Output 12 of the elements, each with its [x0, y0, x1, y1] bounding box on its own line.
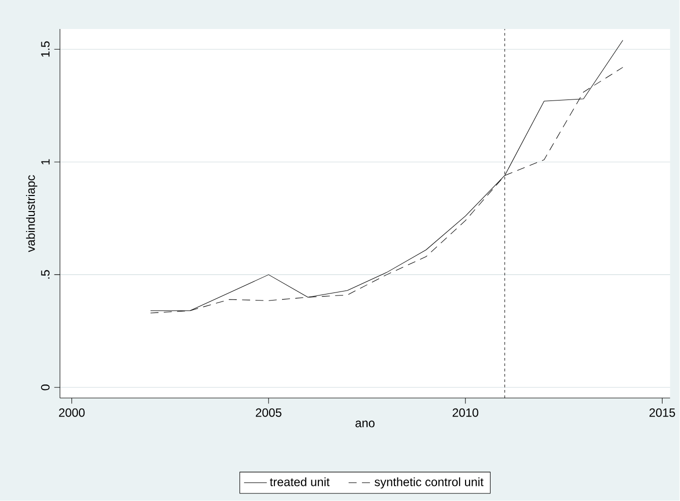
x-tick-label: 2015 — [649, 408, 676, 418]
y-tick-label: 0 — [41, 384, 50, 390]
y-axis-title: vabindustriapc — [26, 175, 38, 252]
legend-label: treated unit — [270, 478, 330, 486]
y-tick-label: .5 — [41, 270, 50, 279]
x-tick-label: 2010 — [452, 408, 478, 418]
y-tick-label: 1.5 — [41, 42, 50, 57]
x-tick-label: 2000 — [59, 408, 85, 418]
legend-label: synthetic control unit — [374, 478, 484, 489]
x-tick-label: 2005 — [256, 408, 282, 418]
y-tick-label: 1 — [41, 159, 50, 165]
x-axis-title: ano — [356, 420, 375, 428]
